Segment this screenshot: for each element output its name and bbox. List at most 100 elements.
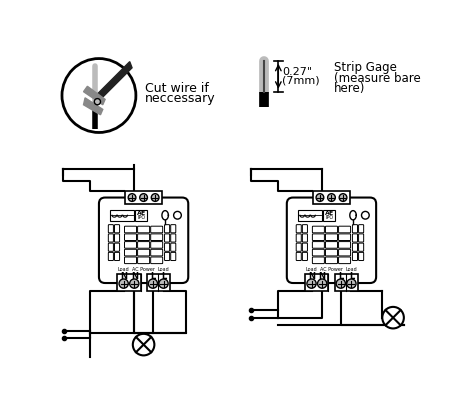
FancyBboxPatch shape [312, 257, 324, 263]
FancyBboxPatch shape [338, 242, 351, 248]
FancyBboxPatch shape [109, 243, 113, 251]
Text: 0.27": 0.27" [282, 67, 312, 77]
FancyBboxPatch shape [312, 242, 324, 248]
FancyBboxPatch shape [352, 225, 357, 233]
FancyBboxPatch shape [164, 234, 170, 242]
Text: L: L [161, 272, 166, 282]
Polygon shape [83, 86, 105, 105]
Text: Load: Load [346, 267, 357, 272]
Circle shape [119, 279, 128, 288]
Text: Load: Load [306, 267, 318, 272]
FancyBboxPatch shape [115, 225, 119, 233]
Text: neccessary: neccessary [145, 92, 216, 106]
Circle shape [316, 194, 324, 201]
FancyBboxPatch shape [326, 226, 337, 233]
Bar [118, 274, 140, 291]
FancyBboxPatch shape [352, 234, 357, 242]
FancyBboxPatch shape [302, 243, 308, 251]
FancyBboxPatch shape [326, 234, 337, 240]
Text: N: N [120, 272, 127, 282]
FancyBboxPatch shape [151, 242, 163, 248]
FancyBboxPatch shape [296, 252, 301, 261]
FancyBboxPatch shape [326, 242, 337, 248]
Circle shape [148, 279, 157, 288]
FancyBboxPatch shape [164, 252, 170, 261]
Bar [323, 210, 335, 221]
Text: (7mm): (7mm) [282, 76, 320, 86]
FancyBboxPatch shape [338, 226, 351, 233]
Text: L: L [150, 272, 155, 282]
Circle shape [362, 211, 369, 219]
Text: AC Power: AC Power [132, 267, 155, 272]
Text: IPO: IPO [137, 215, 146, 220]
FancyBboxPatch shape [109, 252, 113, 261]
FancyBboxPatch shape [326, 249, 337, 256]
FancyBboxPatch shape [125, 249, 137, 256]
FancyBboxPatch shape [171, 234, 176, 242]
Text: here): here) [334, 83, 365, 95]
Circle shape [140, 194, 147, 201]
Bar [109, 210, 134, 221]
FancyBboxPatch shape [312, 226, 324, 233]
FancyBboxPatch shape [296, 234, 301, 242]
Circle shape [62, 58, 136, 132]
FancyBboxPatch shape [109, 234, 113, 242]
Text: L: L [338, 272, 344, 282]
Bar [335, 274, 358, 291]
FancyBboxPatch shape [99, 198, 188, 283]
Circle shape [336, 279, 346, 288]
Bar [305, 274, 328, 291]
FancyBboxPatch shape [326, 257, 337, 263]
FancyBboxPatch shape [137, 234, 150, 240]
Text: Load: Load [118, 267, 129, 272]
FancyBboxPatch shape [338, 257, 351, 263]
Circle shape [94, 99, 100, 105]
FancyBboxPatch shape [164, 243, 170, 251]
FancyBboxPatch shape [137, 242, 150, 248]
FancyBboxPatch shape [171, 243, 176, 251]
Circle shape [173, 211, 182, 219]
FancyBboxPatch shape [296, 243, 301, 251]
Text: Cut wire if: Cut wire if [145, 82, 209, 95]
FancyBboxPatch shape [358, 225, 364, 233]
Circle shape [307, 279, 316, 288]
Text: Load: Load [158, 267, 169, 272]
Text: N: N [319, 272, 326, 282]
Polygon shape [97, 62, 132, 99]
Bar [125, 192, 162, 204]
Polygon shape [83, 98, 103, 115]
FancyBboxPatch shape [358, 243, 364, 251]
FancyBboxPatch shape [302, 225, 308, 233]
Text: IPO: IPO [325, 215, 333, 220]
Circle shape [383, 307, 404, 328]
FancyBboxPatch shape [115, 234, 119, 242]
FancyBboxPatch shape [115, 252, 119, 261]
FancyBboxPatch shape [137, 226, 150, 233]
FancyBboxPatch shape [312, 249, 324, 256]
FancyBboxPatch shape [125, 257, 137, 263]
Text: AC Power: AC Power [320, 267, 343, 272]
FancyBboxPatch shape [352, 252, 357, 261]
Bar [146, 274, 170, 291]
FancyBboxPatch shape [358, 234, 364, 242]
FancyBboxPatch shape [109, 225, 113, 233]
FancyBboxPatch shape [358, 252, 364, 261]
Text: N: N [131, 272, 138, 282]
Text: N: N [308, 272, 315, 282]
FancyBboxPatch shape [125, 234, 137, 240]
Circle shape [159, 279, 168, 288]
FancyBboxPatch shape [151, 226, 163, 233]
FancyBboxPatch shape [302, 234, 308, 242]
Bar [313, 192, 350, 204]
FancyBboxPatch shape [151, 234, 163, 240]
Circle shape [133, 334, 155, 356]
FancyBboxPatch shape [171, 252, 176, 261]
Circle shape [339, 194, 347, 201]
Circle shape [318, 279, 327, 288]
Text: L: L [349, 272, 354, 282]
Circle shape [328, 194, 335, 201]
FancyBboxPatch shape [125, 226, 137, 233]
FancyBboxPatch shape [151, 257, 163, 263]
FancyBboxPatch shape [338, 249, 351, 256]
Bar [298, 210, 322, 221]
